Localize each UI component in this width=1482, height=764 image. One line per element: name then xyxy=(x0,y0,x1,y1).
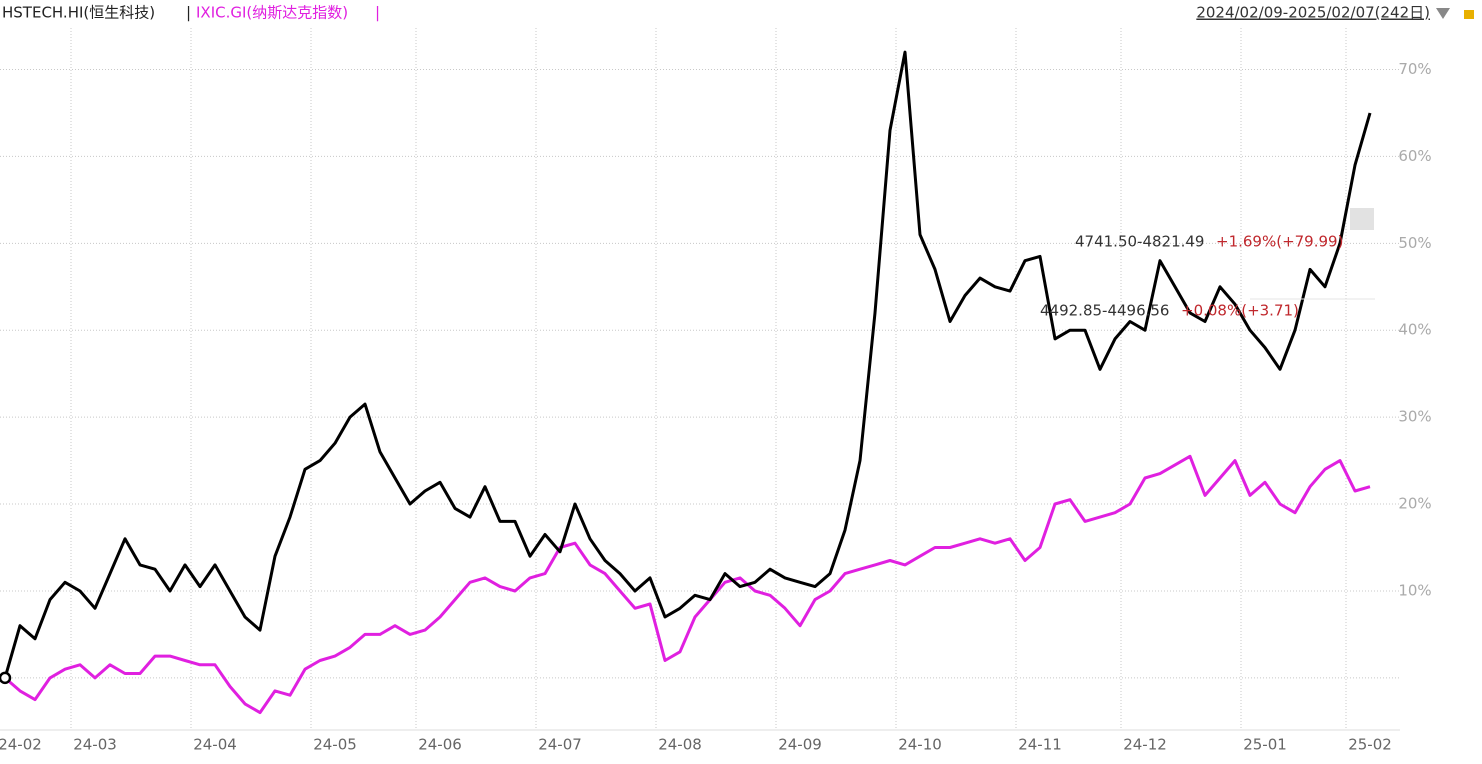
annotation-range: 4741.50-4821.49 xyxy=(1075,233,1204,251)
y-tick-label: 20% xyxy=(1398,495,1431,513)
lock-icon[interactable] xyxy=(1464,10,1474,19)
x-tick-label: 24-11 xyxy=(1018,736,1062,754)
x-tick-label: 25-01 xyxy=(1243,736,1287,754)
x-tick-label: 24-12 xyxy=(1123,736,1167,754)
x-tick-label: 24-07 xyxy=(538,736,582,754)
marker-box xyxy=(1350,208,1374,230)
grid xyxy=(0,28,1400,730)
dropdown-arrow[interactable] xyxy=(1436,8,1450,19)
x-tick-label: 24-10 xyxy=(898,736,942,754)
series-line xyxy=(3,50,1372,679)
lines xyxy=(3,50,1372,715)
x-tick-label: 24-05 xyxy=(313,736,357,754)
x-tick-label: 25-02 xyxy=(1348,736,1392,754)
legend-right: IXIC.GI(纳斯达克指数) xyxy=(196,4,348,22)
x-tick-label: 24-04 xyxy=(193,736,237,754)
y-tick-label: 30% xyxy=(1398,408,1431,426)
start-marker xyxy=(0,671,12,685)
annotation-range: 4492.85-4496.56 xyxy=(1040,302,1169,320)
y-tick-label: 40% xyxy=(1398,321,1431,339)
separator: | xyxy=(375,4,380,22)
x-tick-label: 24-08 xyxy=(658,736,702,754)
x-tick-label: 24-02 xyxy=(0,736,42,754)
legend-left: HSTECH.HI(恒生科技) xyxy=(2,4,155,22)
series-line xyxy=(4,454,1371,715)
y-tick-label: 50% xyxy=(1398,234,1431,252)
y-tick-label: 70% xyxy=(1398,60,1431,78)
x-tick-label: 24-03 xyxy=(73,736,117,754)
y-tick-label: 10% xyxy=(1398,581,1431,599)
annotation-change: +1.69%(+79.99) xyxy=(1216,233,1343,251)
x-tick-label: 24-06 xyxy=(418,736,462,754)
date-range[interactable]: 2024/02/09-2025/02/07(242日) xyxy=(1196,4,1430,22)
x-tick-label: 24-09 xyxy=(778,736,822,754)
separator: | xyxy=(186,4,191,22)
annotation-change: +0.08%(+3.71) xyxy=(1181,302,1299,320)
y-tick-label: 60% xyxy=(1398,147,1431,165)
